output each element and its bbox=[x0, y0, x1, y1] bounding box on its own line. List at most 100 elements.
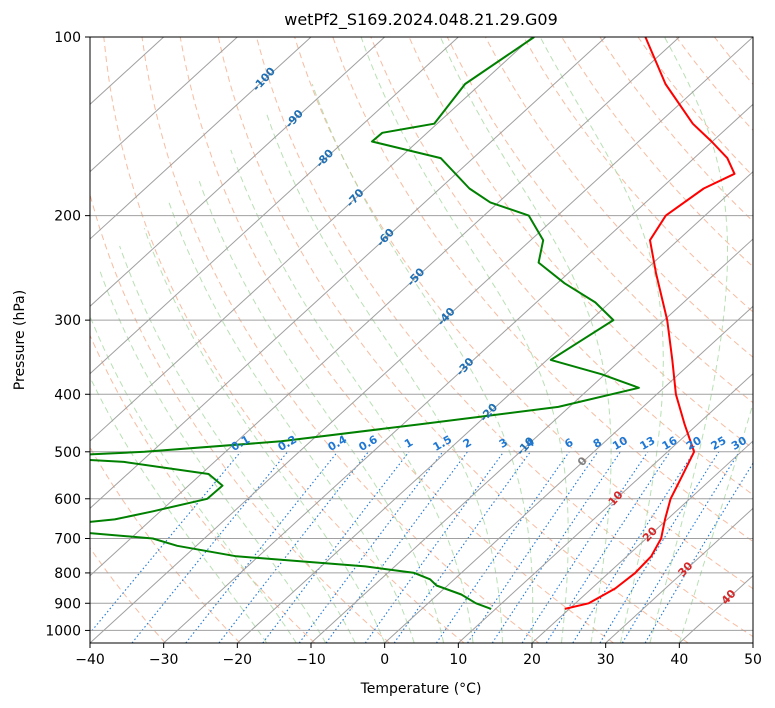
mixing-ratio-line bbox=[262, 451, 410, 643]
isotherm-line bbox=[236, 170, 753, 643]
mixing-ratio-label: 10 bbox=[610, 434, 630, 453]
dry-adiabat-line bbox=[675, 37, 753, 132]
dry-adiabat-line bbox=[752, 37, 753, 39]
isotherm-line bbox=[90, 37, 238, 173]
mixing-ratio-label: 0.1 bbox=[229, 433, 252, 454]
mixing-ratio-line bbox=[644, 462, 753, 643]
moist-adiabat-line bbox=[90, 314, 297, 643]
temperature-line bbox=[564, 37, 736, 610]
mixing-ratio-line bbox=[599, 451, 720, 643]
isotherm-line bbox=[90, 37, 753, 643]
isotherm-line bbox=[752, 642, 753, 643]
y-tick-label: 500 bbox=[54, 445, 81, 461]
mixing-ratio-line bbox=[218, 451, 369, 643]
y-tick-label: 600 bbox=[54, 492, 81, 508]
isotherm-line bbox=[605, 507, 753, 643]
dry-adiabat-line bbox=[408, 37, 753, 450]
y-axis-label: Pressure (hPa) bbox=[12, 290, 28, 390]
moist-adiabat-line bbox=[311, 83, 534, 643]
x-tick-label: −30 bbox=[149, 652, 179, 668]
dry-adiabat-line bbox=[523, 37, 753, 313]
mixing-ratio-line bbox=[491, 451, 621, 643]
x-tick-label: 40 bbox=[670, 652, 688, 668]
x-tick-label: −10 bbox=[296, 652, 326, 668]
isotherm-line bbox=[457, 372, 753, 643]
mixing-ratio-label: 2 bbox=[461, 436, 474, 451]
dry-adiabat-line bbox=[256, 37, 753, 638]
moist-adiabat-line bbox=[90, 376, 268, 643]
dry-adiabat-line bbox=[90, 192, 390, 643]
isotherm-line bbox=[90, 37, 607, 510]
isotherm-line bbox=[90, 37, 312, 240]
x-tick-label: −20 bbox=[223, 652, 253, 668]
chart-title: wetPf2_S169.2024.048.21.29.G09 bbox=[284, 10, 558, 30]
mixing-ratio-line bbox=[572, 451, 695, 643]
mixing-ratio-label: 36 bbox=[750, 434, 770, 453]
y-tick-label: 900 bbox=[54, 596, 81, 612]
isotherm-line bbox=[531, 440, 753, 643]
y-tick-label: 200 bbox=[54, 209, 81, 225]
mixing-ratio-line bbox=[621, 451, 740, 643]
moist-adiabat-line bbox=[266, 114, 503, 643]
mixing-ratio-line bbox=[467, 451, 599, 643]
x-tick-label: 30 bbox=[597, 652, 615, 668]
y-tick-label: 100 bbox=[54, 30, 81, 46]
mixing-ratio-label: 1 bbox=[402, 436, 415, 451]
dry-adiabat-line bbox=[484, 37, 753, 358]
isotherm-line bbox=[90, 37, 533, 442]
moist-adiabat-line bbox=[649, 37, 728, 643]
dry-adiabat-line bbox=[179, 37, 614, 643]
x-tick-label: −40 bbox=[75, 652, 105, 668]
mixing-ratio-line bbox=[131, 451, 289, 643]
y-tick-label: 300 bbox=[54, 313, 81, 329]
background-lines bbox=[90, 37, 753, 643]
y-tick-label: 800 bbox=[54, 566, 81, 582]
mixing-ratio-label: 16 bbox=[660, 434, 680, 453]
moist-adiabat-line bbox=[198, 181, 445, 643]
isotherm-line bbox=[310, 238, 753, 643]
moist-adiabat-line bbox=[98, 267, 327, 643]
mixing-ratio-label: 0.6 bbox=[356, 433, 380, 454]
plot-frame bbox=[89, 36, 754, 644]
dry-adiabat-line bbox=[141, 37, 540, 643]
profile-series bbox=[90, 37, 736, 610]
y-tick-label: 1000 bbox=[45, 623, 81, 639]
isotherm-line bbox=[90, 37, 680, 577]
dry-adiabat-line bbox=[637, 37, 753, 177]
dry-adiabat-line bbox=[370, 37, 753, 496]
mixing-ratio-line bbox=[364, 451, 505, 643]
moist-adiabat-line bbox=[119, 245, 356, 643]
mixing-ratio-label: 6 bbox=[562, 436, 575, 451]
dry-adiabat-line bbox=[332, 37, 753, 543]
moist-adiabat-line bbox=[678, 401, 753, 643]
mixing-ratio-label: 1.5 bbox=[431, 433, 454, 454]
dry-adiabat-line bbox=[103, 37, 465, 643]
dry-adiabat-line bbox=[90, 547, 166, 643]
y-tick-label: 700 bbox=[54, 532, 81, 548]
mixing-ratio-label: 30 bbox=[729, 434, 749, 453]
mixing-ratio-label: 8 bbox=[591, 436, 604, 451]
mixing-ratio-line bbox=[298, 451, 444, 643]
dry-adiabat-line bbox=[714, 37, 753, 86]
dry-adiabat-line bbox=[446, 37, 753, 404]
mixing-ratio-line bbox=[90, 451, 242, 634]
x-tick-label: 10 bbox=[449, 652, 467, 668]
dry-adiabat-line bbox=[90, 446, 241, 643]
mixing-ratio-label: 3 bbox=[497, 436, 510, 451]
moist-adiabat-line bbox=[168, 202, 415, 643]
x-tick-label: 0 bbox=[380, 652, 389, 668]
mixing-ratio-label: 0.2 bbox=[276, 433, 299, 454]
mixing-ratio-line bbox=[325, 451, 468, 643]
isotherm-line bbox=[90, 37, 459, 375]
moist-adiabat-line bbox=[439, 37, 612, 643]
x-axis-label: Temperature (°C) bbox=[360, 681, 482, 697]
mixing-ratio-label: 20 bbox=[684, 434, 704, 453]
dewpoint-line bbox=[90, 37, 640, 610]
mixing-ratio-label: 13 bbox=[638, 434, 658, 453]
mixing-ratio-line bbox=[545, 451, 671, 643]
y-tick-label: 400 bbox=[54, 387, 81, 403]
y-axis: 100 200 300 400 500 600 700 800 900 1000 bbox=[45, 30, 90, 639]
x-tick-label: 20 bbox=[523, 652, 541, 668]
x-axis: −40 −30 −20 −10 0 10 20 30 40 50 bbox=[75, 643, 762, 668]
